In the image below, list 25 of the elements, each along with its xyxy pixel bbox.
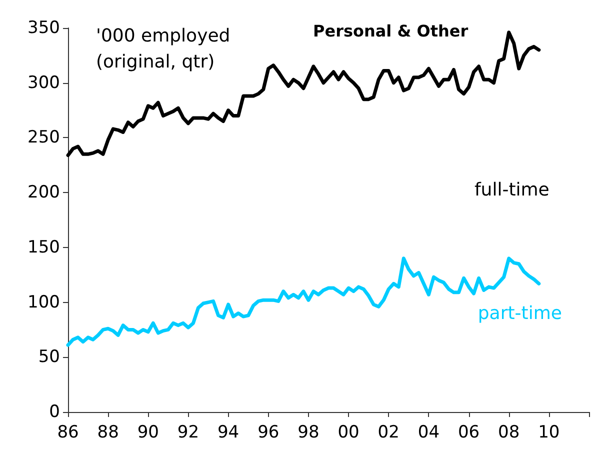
x-tick-label: 94	[217, 422, 240, 442]
y-tick-label: 150	[28, 237, 60, 258]
y-tick-label: 350	[28, 18, 60, 38]
x-tick-label: 90	[137, 422, 159, 442]
y-tick-label: 50	[38, 347, 60, 368]
x-tick-label: 08	[498, 422, 520, 442]
y-tick-label: 250	[28, 128, 60, 148]
x-tick-label: 98	[298, 422, 320, 442]
x-tick-label: 06	[458, 422, 480, 442]
chart-title: Personal & Other	[313, 22, 468, 40]
x-tick-label: 92	[177, 422, 200, 442]
x-tick-label: 10	[538, 422, 560, 442]
x-tick-label: 88	[97, 422, 119, 442]
x-tick-label: 00	[338, 422, 360, 442]
annotation: '000 employed (original, qtr)	[96, 26, 230, 72]
y-tick-label: 200	[28, 182, 60, 203]
x-tick-label: 96	[258, 422, 280, 442]
series-label: part-time	[478, 303, 562, 324]
y-tick-label: 0	[49, 402, 60, 422]
y-tick-label: 300	[28, 72, 60, 93]
x-tick-label: 02	[378, 422, 400, 442]
y-tick-label: 100	[28, 292, 60, 312]
x-tick-label: 04	[418, 422, 440, 442]
text: full-time	[474, 179, 550, 200]
x-tick-label: 86	[57, 422, 79, 442]
